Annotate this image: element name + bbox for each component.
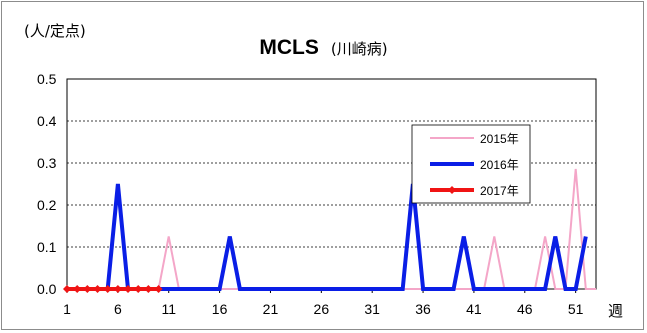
x-tick-label: 51 <box>568 301 584 317</box>
legend-marker <box>448 186 456 194</box>
x-tick-label: 6 <box>114 301 122 317</box>
y-tick-label: 0.4 <box>37 113 57 129</box>
y-tick-label: 0.2 <box>37 197 57 213</box>
x-tick-label: 16 <box>212 301 228 317</box>
chart-subtitle: (川崎病) <box>330 40 388 58</box>
y-tick-label: 0.0 <box>37 281 57 297</box>
x-axis-label: 週 <box>608 303 623 320</box>
x-tick-label: 31 <box>364 301 380 317</box>
y-tick-label: 0.3 <box>37 155 57 171</box>
series-point-2 <box>144 285 153 293</box>
series-line-1 <box>105 183 588 291</box>
legend-label: 2015年 <box>480 132 519 146</box>
x-tick-label: 11 <box>161 301 176 317</box>
series-point-2 <box>103 285 112 293</box>
x-tick-label: 41 <box>466 301 482 317</box>
x-tick-label: 36 <box>415 301 431 317</box>
series-point-2 <box>134 285 143 293</box>
y-tick-label: 0.5 <box>37 71 57 87</box>
y-tick-label: 0.1 <box>37 239 57 255</box>
x-tick-label: 21 <box>263 301 279 317</box>
series-point-2 <box>73 285 82 293</box>
x-tick-label: 46 <box>517 301 533 317</box>
unit-label: (人/定点) <box>24 22 86 40</box>
series-point-2 <box>124 285 133 293</box>
series-point-2 <box>93 285 102 293</box>
series-point-2 <box>154 285 163 293</box>
chart-title: MCLS <box>259 36 319 59</box>
chart-title-block: MCLS (川崎病) <box>0 36 647 60</box>
series-point-2 <box>63 285 71 293</box>
x-tick-label: 26 <box>314 301 330 317</box>
x-tick-label: 1 <box>63 301 71 317</box>
legend-label: 2016年 <box>480 158 519 172</box>
series-point-2 <box>83 285 92 293</box>
series-point-2 <box>113 285 122 293</box>
legend-label: 2017年 <box>480 184 519 198</box>
